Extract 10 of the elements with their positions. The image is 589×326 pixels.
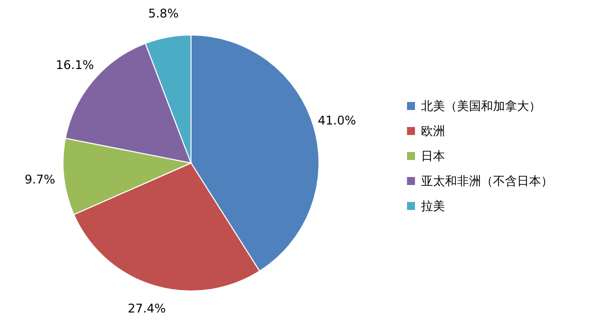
legend-label: 拉美 — [421, 199, 445, 213]
data-label: 9.7% — [24, 172, 56, 187]
legend-label: 北美（美国和加拿大） — [421, 99, 541, 113]
data-label: 27.4% — [128, 301, 166, 316]
data-label: 16.1% — [56, 58, 94, 72]
legend-label: 日本 — [421, 149, 445, 163]
data-label: 41.0% — [318, 114, 356, 128]
legend-label: 欧洲 — [421, 124, 445, 138]
legend-label: 亚太和非洲（不含日本） — [421, 174, 553, 188]
data-label: 5.8% — [148, 6, 179, 21]
